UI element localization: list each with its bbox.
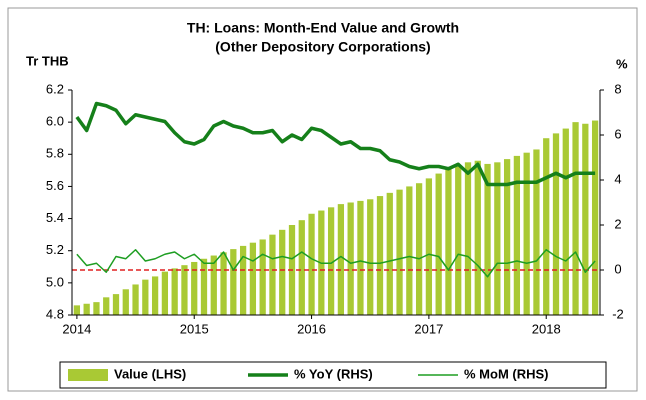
bar <box>425 178 433 315</box>
line-series <box>76 249 596 278</box>
bar <box>269 234 276 315</box>
bar <box>230 249 237 315</box>
bar <box>435 173 442 315</box>
legend-label: % YoY (RHS) <box>294 366 373 381</box>
y2-tick-label: 8 <box>614 81 621 96</box>
bar <box>572 122 579 316</box>
y-tick-label: 5.0 <box>46 274 64 289</box>
bar <box>494 162 501 315</box>
x-tick-label: 2014 <box>62 321 91 336</box>
bar <box>308 213 315 315</box>
bar <box>503 159 511 315</box>
bar <box>455 165 462 315</box>
bar <box>327 207 335 315</box>
bar <box>103 297 110 315</box>
bar <box>200 258 208 315</box>
bar <box>181 265 188 315</box>
bar <box>249 242 257 315</box>
legend-label: % MoM (RHS) <box>464 366 549 381</box>
bar <box>83 303 90 315</box>
y2-tick-label: 0 <box>614 261 621 276</box>
legend-swatch <box>68 369 108 381</box>
bar <box>298 220 305 315</box>
x-tick-label: 2016 <box>297 321 326 336</box>
frame <box>7 7 638 392</box>
bar <box>132 284 139 315</box>
bar <box>259 239 266 315</box>
y2-axis-label: % <box>616 56 628 71</box>
y-tick-label: 6.0 <box>46 114 64 129</box>
bar <box>562 128 569 315</box>
bar <box>367 199 374 315</box>
x-tick-label: 2018 <box>532 321 561 336</box>
bar <box>406 186 413 315</box>
chart-title: TH: Loans: Month-End Value and Growth <box>187 20 459 36</box>
bar <box>220 252 227 315</box>
legend-label: Value (LHS) <box>114 366 186 381</box>
bar <box>161 271 169 315</box>
bar <box>591 120 599 316</box>
bar <box>582 123 589 315</box>
chart-subtitle: (Other Depository Corporations) <box>215 39 430 55</box>
bar <box>73 305 81 315</box>
bar <box>533 149 540 315</box>
y-tick-label: 4.8 <box>46 306 64 321</box>
bar <box>151 276 159 315</box>
y2-tick-label: -2 <box>612 306 624 321</box>
bar <box>112 294 120 315</box>
bar <box>376 196 384 315</box>
x-tick-label: 2017 <box>414 321 443 336</box>
bar <box>464 162 472 315</box>
bar <box>386 192 393 315</box>
bar <box>93 302 100 315</box>
bar <box>279 229 286 315</box>
bar <box>552 133 560 315</box>
bar <box>513 155 521 315</box>
bar <box>396 189 403 315</box>
y-axis-label: Tr THB <box>26 53 69 68</box>
y-tick-label: 5.4 <box>46 210 64 225</box>
bar <box>239 245 247 315</box>
x-tick-label: 2015 <box>180 321 209 336</box>
bar <box>210 255 217 315</box>
bar <box>484 163 491 315</box>
y-tick-label: 5.2 <box>46 242 64 257</box>
bar <box>357 200 364 315</box>
bar <box>142 279 149 315</box>
bar <box>347 202 354 315</box>
legend-box <box>59 361 607 389</box>
bar <box>543 138 550 315</box>
bar <box>415 183 423 315</box>
y2-tick-label: 6 <box>614 126 621 141</box>
bar <box>523 152 530 315</box>
bar <box>191 261 198 315</box>
bar <box>171 268 178 315</box>
y2-tick-label: 2 <box>614 216 621 231</box>
y-tick-label: 6.2 <box>46 81 64 96</box>
line-series <box>75 101 596 187</box>
bar <box>337 204 345 315</box>
bar <box>122 289 129 315</box>
y-tick-label: 5.6 <box>46 178 64 193</box>
y2-tick-label: 4 <box>614 171 621 186</box>
bar <box>474 160 481 315</box>
y-tick-label: 5.8 <box>46 146 64 161</box>
bar <box>445 168 452 315</box>
